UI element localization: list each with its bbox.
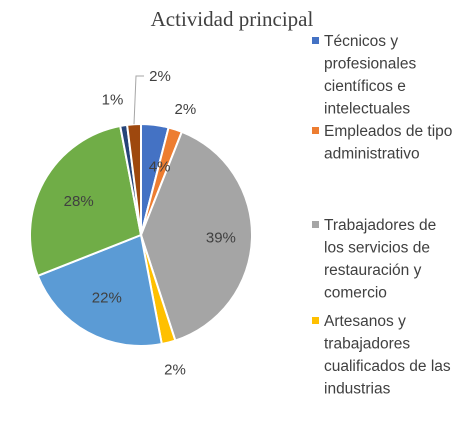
- slice-label-slice-4: 22%: [92, 289, 122, 306]
- legend-label-line: Trabajadores de: [324, 217, 436, 234]
- legend-label-line: cualificados de las: [324, 358, 451, 375]
- legend-swatch: [312, 127, 319, 134]
- legend-label-line: industrias: [324, 381, 391, 398]
- slice-label-slice-5: 28%: [64, 193, 94, 210]
- legend: Técnicos y profesionales científicos e inte…: [312, 33, 452, 398]
- slice-label-artesanos-y-trabajadores: 2%: [164, 362, 186, 379]
- legend-label-line: trabajadores: [324, 336, 410, 353]
- legend-item-artesanos-y-trabajadores: Artesanos y trabajadores cualificados de l…: [312, 313, 451, 398]
- legend-label-line: científicos e: [324, 78, 406, 95]
- slice-labels: 4% 2% 39% 2% 22% 28% 1% 2%: [64, 68, 236, 379]
- legend-label-line: intelectuales: [324, 101, 410, 118]
- legend-swatch: [312, 221, 319, 228]
- pie-slice-trabajadores-de-los: [139, 130, 254, 342]
- legend-swatch: [312, 317, 319, 324]
- leader-lines: [133, 75, 145, 125]
- legend-label-line: comercio: [324, 285, 387, 302]
- pie-slice-slice-5: [28, 124, 143, 278]
- pie-slice-slice-4: [36, 233, 163, 347]
- slice-label-tecnicos-y-profesionales: 4%: [149, 159, 171, 176]
- pie-slice-slice-7: [125, 122, 142, 236]
- legend-label-line: administrativo: [324, 146, 420, 163]
- legend-item-tecnicos-y-profesionales: Técnicos y profesionales científicos e inte…: [312, 33, 416, 118]
- legend-label-line: Empleados de tipo: [324, 123, 452, 140]
- slice-label-trabajadores-de-los: 39%: [206, 230, 236, 247]
- pie-slices: [28, 122, 254, 347]
- legend-item-trabajadores-de-los: Trabajadores de los servicios de restaurac…: [312, 217, 436, 302]
- legend-label-line: Artesanos y: [324, 313, 406, 330]
- slice-label-slice-6: 1%: [102, 92, 124, 109]
- legend-label-line: profesionales: [324, 56, 416, 73]
- legend-label-line: restauración y: [324, 262, 422, 279]
- legend-item-empleados-de-tipo: Empleados de tipo administrativo: [312, 123, 452, 163]
- slice-label-slice-7: 2%: [149, 68, 171, 85]
- chart-title: Actividad principal: [151, 7, 314, 31]
- legend-swatch: [312, 37, 319, 44]
- leader-line: [133, 75, 145, 125]
- legend-label-line: Técnicos y: [324, 33, 398, 50]
- slice-label-empleados-de-tipo: 2%: [175, 101, 197, 118]
- legend-label-line: los servicios de: [324, 240, 430, 257]
